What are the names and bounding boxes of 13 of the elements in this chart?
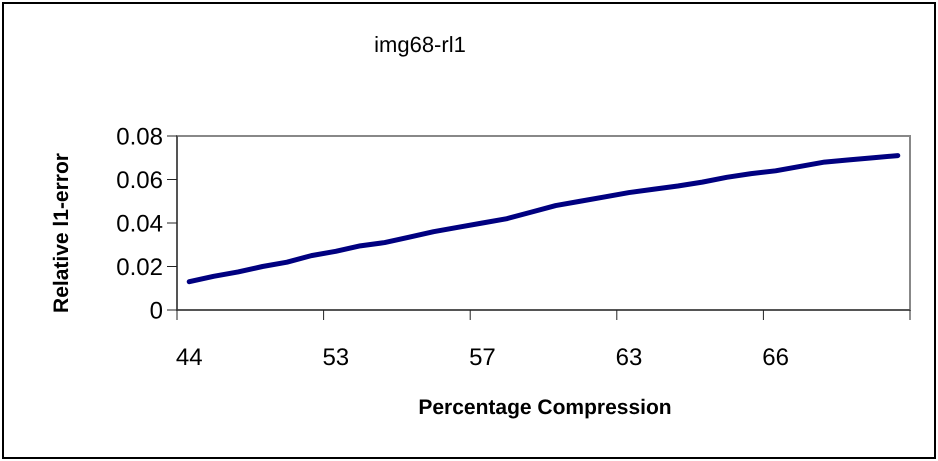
x-axis-title: Percentage Compression <box>418 396 672 419</box>
chart-title: img68-rl1 <box>374 32 466 57</box>
y-axis-title: Relative l1-error <box>50 153 73 313</box>
y-tick-label: 0.08 <box>116 123 163 150</box>
y-tick-label: 0.04 <box>116 210 163 238</box>
y-tick-label: 0.06 <box>116 166 163 194</box>
y-tick-label: 0 <box>150 297 163 324</box>
x-tick-label: 66 <box>762 344 789 371</box>
x-tick-label: 57 <box>469 344 496 371</box>
y-tick-label: 0.02 <box>116 254 163 281</box>
x-tick-label: 53 <box>322 344 350 371</box>
x-tick-label: 44 <box>176 344 203 371</box>
x-tick-label: 63 <box>616 344 642 371</box>
